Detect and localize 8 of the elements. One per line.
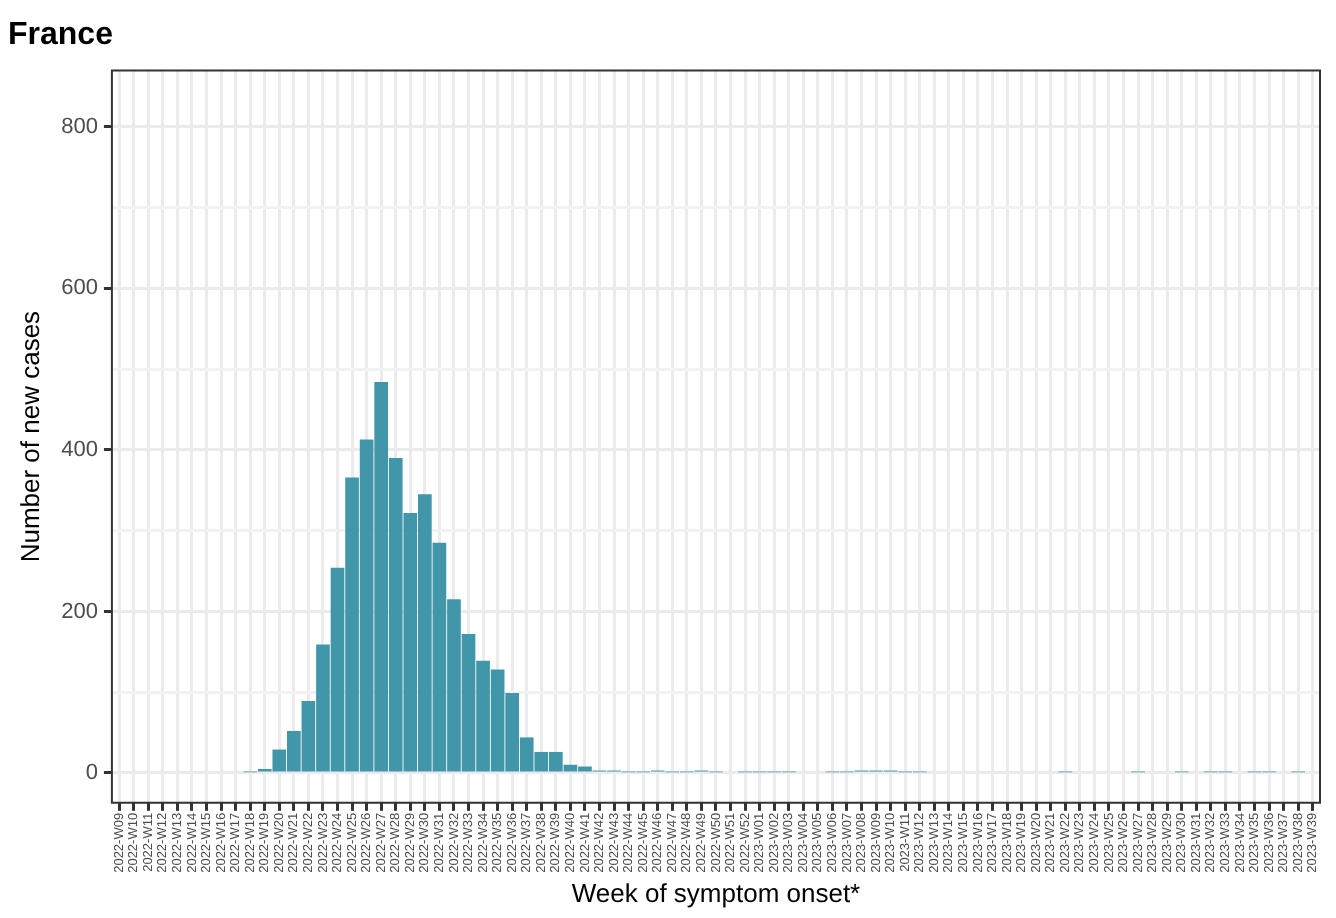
y-tick-label: 400 bbox=[61, 438, 98, 462]
y-tick-label: 0 bbox=[85, 761, 98, 786]
y-axis-title: Number of new cases bbox=[14, 309, 45, 563]
x-axis-title: Week of symptom onset* bbox=[571, 877, 861, 908]
y-tick-label: 600 bbox=[61, 276, 98, 301]
y-tick-label: 800 bbox=[61, 114, 98, 139]
chart-title: France bbox=[8, 18, 114, 53]
y-tick-label: 200 bbox=[61, 599, 98, 624]
